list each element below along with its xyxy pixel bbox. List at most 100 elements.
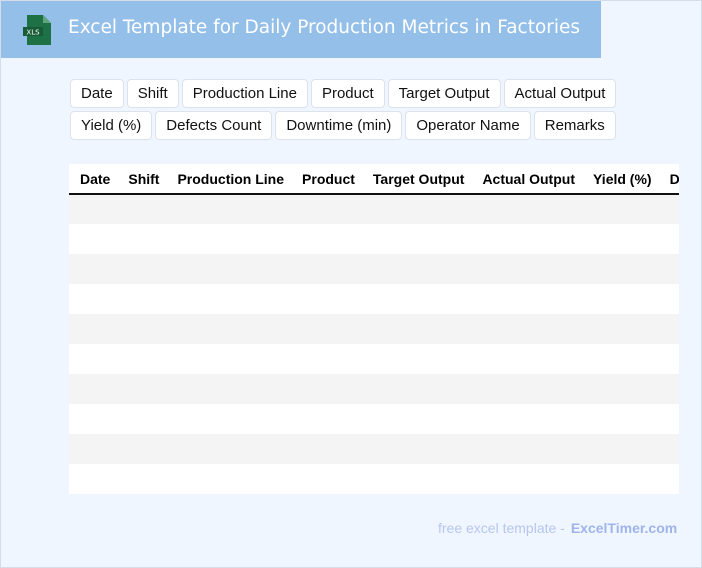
table-cell[interactable]: [166, 314, 292, 344]
table-cell[interactable]: [166, 254, 292, 284]
table-cell[interactable]: [69, 194, 118, 224]
table-cell[interactable]: [361, 254, 472, 284]
table-cell[interactable]: [361, 374, 472, 404]
table-cell[interactable]: [117, 374, 167, 404]
table-cell[interactable]: [69, 404, 117, 434]
table-cell[interactable]: [659, 464, 679, 494]
table-cell[interactable]: [582, 464, 659, 494]
table-cell[interactable]: [166, 194, 292, 224]
table-cell[interactable]: [658, 434, 679, 464]
table-cell[interactable]: [291, 314, 362, 344]
field-chip[interactable]: Production Line: [181, 79, 308, 108]
table-cell[interactable]: [659, 224, 679, 254]
table-cell[interactable]: [361, 314, 472, 344]
table-cell[interactable]: [471, 314, 582, 344]
table-cell[interactable]: [69, 224, 117, 254]
table-cell[interactable]: [471, 344, 582, 374]
table-cell[interactable]: [581, 374, 659, 404]
table-cell[interactable]: [291, 344, 362, 374]
table-cell[interactable]: [166, 374, 292, 404]
table-cell[interactable]: [291, 404, 362, 434]
table-cell[interactable]: [69, 464, 117, 494]
table-cell[interactable]: [658, 374, 679, 404]
table-cell[interactable]: [582, 224, 659, 254]
table-cell[interactable]: [362, 464, 472, 494]
table-cell[interactable]: [166, 344, 291, 374]
field-chip[interactable]: Remarks: [533, 111, 616, 140]
table-cell[interactable]: [582, 284, 659, 314]
table-cell[interactable]: [166, 434, 292, 464]
table-cell[interactable]: [471, 284, 582, 314]
table-cell[interactable]: [582, 344, 659, 374]
table-cell[interactable]: [291, 224, 362, 254]
field-chip[interactable]: Product: [310, 79, 385, 108]
table-row: [69, 344, 679, 374]
table-cell[interactable]: [291, 374, 362, 404]
column-header: Target Output: [361, 164, 472, 195]
table-cell[interactable]: [362, 224, 472, 254]
table-cell[interactable]: [166, 284, 291, 314]
field-chip[interactable]: Operator Name: [405, 111, 531, 140]
table-cell[interactable]: [581, 314, 659, 344]
field-chip[interactable]: Defects Count: [155, 111, 273, 140]
field-chip[interactable]: Yield (%): [70, 111, 153, 140]
table-cell[interactable]: [166, 404, 291, 434]
table-cell[interactable]: [166, 464, 291, 494]
title-banner: XLS Excel Template for Daily Production …: [1, 1, 601, 58]
table-cell[interactable]: [361, 434, 472, 464]
table-cell[interactable]: [471, 374, 582, 404]
field-chip[interactable]: Target Output: [387, 79, 501, 108]
table-cell[interactable]: [117, 314, 167, 344]
table-row: [69, 464, 679, 494]
field-chip[interactable]: Downtime (min): [275, 111, 403, 140]
column-header: Production Line: [166, 164, 292, 195]
table-cell[interactable]: [117, 434, 167, 464]
table-cell[interactable]: [581, 434, 659, 464]
field-chip[interactable]: Actual Output: [503, 79, 617, 108]
table-cell[interactable]: [362, 404, 472, 434]
table-cell[interactable]: [658, 254, 679, 284]
footer: free excel template - ExcelTimer.com: [438, 520, 677, 536]
table-cell[interactable]: [471, 404, 582, 434]
table-cell[interactable]: [117, 284, 166, 314]
field-chip[interactable]: Date: [70, 79, 124, 108]
table-cell[interactable]: [361, 194, 472, 224]
table-cell[interactable]: [581, 254, 659, 284]
table-cell[interactable]: [291, 464, 362, 494]
table-cell[interactable]: [471, 194, 582, 224]
table-cell[interactable]: [362, 284, 472, 314]
table-cell[interactable]: [69, 374, 118, 404]
table-cell[interactable]: [471, 254, 582, 284]
table-cell[interactable]: [658, 314, 679, 344]
table-cell[interactable]: [117, 224, 166, 254]
table-cell[interactable]: [659, 284, 679, 314]
table-cell[interactable]: [117, 194, 167, 224]
table-cell[interactable]: [471, 224, 582, 254]
table-cell[interactable]: [117, 254, 167, 284]
table-cell[interactable]: [117, 344, 166, 374]
table-cell[interactable]: [69, 434, 118, 464]
table-cell[interactable]: [291, 434, 362, 464]
table-cell[interactable]: [291, 254, 362, 284]
table-cell[interactable]: [69, 314, 118, 344]
table-cell[interactable]: [291, 194, 362, 224]
table-cell[interactable]: [69, 254, 118, 284]
table-cell[interactable]: [582, 404, 659, 434]
table-cell[interactable]: [659, 404, 679, 434]
table-cell[interactable]: [117, 464, 166, 494]
table-cell[interactable]: [659, 344, 679, 374]
table-row: [69, 254, 679, 284]
table-cell[interactable]: [69, 284, 117, 314]
field-chip[interactable]: Shift: [126, 79, 179, 108]
footer-brand-link[interactable]: ExcelTimer.com: [570, 520, 678, 536]
table-cell[interactable]: [291, 284, 362, 314]
table-cell[interactable]: [471, 464, 582, 494]
table-cell[interactable]: [471, 434, 582, 464]
table-cell[interactable]: [166, 224, 291, 254]
table-cell[interactable]: [69, 344, 117, 374]
table-cell[interactable]: [658, 194, 679, 224]
table-cell[interactable]: [362, 344, 472, 374]
table-row: [69, 314, 679, 344]
table-cell[interactable]: [117, 404, 166, 434]
table-cell[interactable]: [581, 194, 659, 224]
